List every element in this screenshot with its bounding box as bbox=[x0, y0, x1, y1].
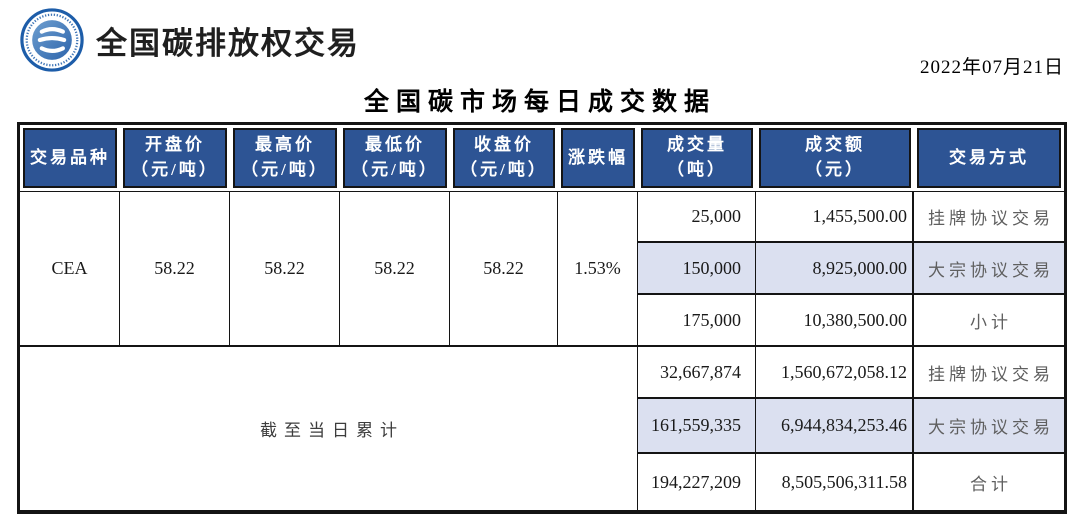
daily-block-method: 大宗协议交易 bbox=[914, 243, 1064, 295]
daily-subtotal-volume: 175,000 bbox=[638, 295, 756, 347]
header-label: 交易品种 bbox=[30, 147, 110, 167]
header-cell-low: 最低价 （元/吨） bbox=[340, 125, 450, 191]
daily-block-volume: 150,000 bbox=[638, 243, 756, 295]
cell-high-price: 58.22 bbox=[230, 191, 340, 347]
daily-subtotal-amount: 10,380,500.00 bbox=[756, 295, 914, 347]
header-label: 开盘价 bbox=[145, 135, 205, 155]
cumulative-label: 截至当日累计 bbox=[20, 347, 638, 510]
header-label: 最高价 bbox=[255, 135, 315, 155]
daily-listed-volume: 25,000 bbox=[638, 191, 756, 243]
header-label: 收盘价 bbox=[474, 135, 534, 155]
cum-block-amount: 6,944,834,253.46 bbox=[756, 399, 914, 454]
cum-listed-volume: 32,667,874 bbox=[638, 347, 756, 399]
daily-subtotal-method: 小计 bbox=[914, 295, 1064, 347]
daily-trading-table: 交易品种 开盘价 （元/吨） 最高价 （元/吨） 最低价 （元/吨） 收盘价 （元/吨）… bbox=[17, 122, 1067, 514]
header-cell-high: 最高价 （元/吨） bbox=[230, 125, 340, 191]
header-cell-method: 交易方式 bbox=[914, 125, 1064, 191]
daily-block-amount: 8,925,000.00 bbox=[756, 243, 914, 295]
header-label: 交易方式 bbox=[949, 147, 1029, 167]
cum-listed-method: 挂牌协议交易 bbox=[914, 347, 1064, 399]
brand-title: 全国碳排放权交易 bbox=[96, 25, 360, 61]
cell-close-price: 58.22 bbox=[450, 191, 558, 347]
cum-block-volume: 161,559,335 bbox=[638, 399, 756, 454]
cum-total-method: 合计 bbox=[914, 454, 1064, 510]
header-cell-change: 涨跌幅 bbox=[558, 125, 638, 191]
cum-listed-amount: 1,560,672,058.12 bbox=[756, 347, 914, 399]
header-cell-product: 交易品种 bbox=[20, 125, 120, 191]
header-label: 成交量 bbox=[667, 135, 727, 155]
daily-listed-method: 挂牌协议交易 bbox=[914, 191, 1064, 243]
header-cell-amount: 成交额 （元） bbox=[756, 125, 914, 191]
cell-change-pct: 1.53% bbox=[558, 191, 638, 347]
header-cell-volume: 成交量 （吨） bbox=[638, 125, 756, 191]
cell-low-price: 58.22 bbox=[340, 191, 450, 347]
page-title: 全国碳市场每日成交数据 bbox=[363, 89, 716, 116]
header-label: 最低价 bbox=[365, 135, 425, 155]
header-cell-close: 收盘价 （元/吨） bbox=[450, 125, 558, 191]
header-label: 成交额 bbox=[805, 135, 865, 155]
cum-block-method: 大宗协议交易 bbox=[914, 399, 1064, 454]
cum-total-volume: 194,227,209 bbox=[638, 454, 756, 510]
carbon-exchange-seal-icon bbox=[20, 8, 84, 72]
daily-listed-amount: 1,455,500.00 bbox=[756, 191, 914, 243]
header-banner: 全国碳排放权交易 bbox=[20, 8, 360, 72]
cell-open-price: 58.22 bbox=[120, 191, 230, 347]
header-cell-open: 开盘价 （元/吨） bbox=[120, 125, 230, 191]
header-label: 涨跌幅 bbox=[568, 147, 628, 167]
cell-product: CEA bbox=[20, 191, 120, 347]
cum-total-amount: 8,505,506,311.58 bbox=[756, 454, 914, 510]
report-date: 2022年07月21日 bbox=[919, 57, 1064, 78]
